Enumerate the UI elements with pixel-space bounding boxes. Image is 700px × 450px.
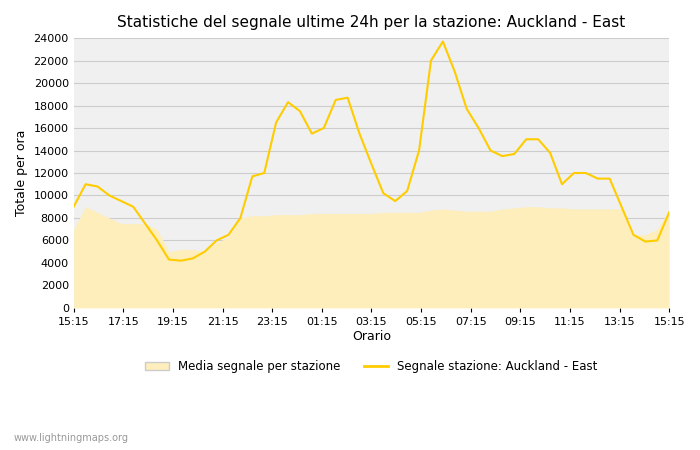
X-axis label: Orario: Orario: [352, 330, 391, 343]
Y-axis label: Totale per ora: Totale per ora: [15, 130, 28, 216]
Text: www.lightningmaps.org: www.lightningmaps.org: [14, 433, 129, 443]
Title: Statistiche del segnale ultime 24h per la stazione: Auckland - East: Statistiche del segnale ultime 24h per l…: [118, 15, 626, 30]
Legend: Media segnale per stazione, Segnale stazione: Auckland - East: Media segnale per stazione, Segnale staz…: [141, 355, 603, 378]
